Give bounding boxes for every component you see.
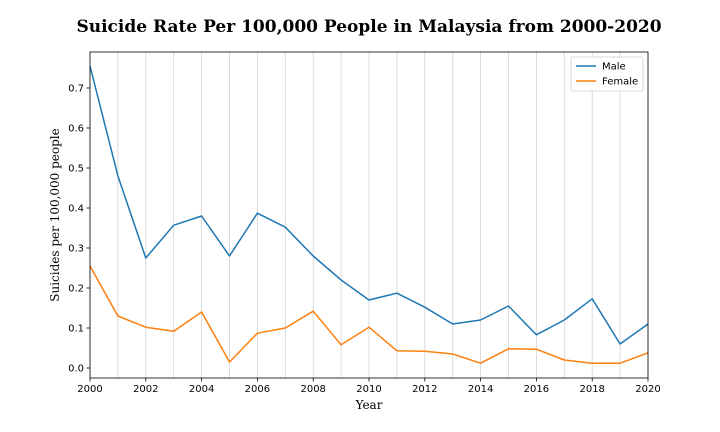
x-tick-label: 2006 <box>245 384 270 395</box>
y-axis: 0.0 0.1 0.2 0.3 0.4 0.5 0.6 0.7 <box>68 84 90 375</box>
y-tick-label: 0.6 <box>68 124 84 135</box>
x-axis: 2000 2002 2004 2006 2008 2010 2012 2014 2016 2018… <box>77 378 661 395</box>
x-tick-label: 2000 <box>77 384 102 395</box>
series-line-female <box>89 265 649 364</box>
series-line-male <box>89 65 649 345</box>
x-tick-label: 2014 <box>468 384 493 395</box>
chart-title: Suicide Rate Per 100,000 People in Malay… <box>76 17 661 37</box>
x-tick-label: 2010 <box>356 384 381 395</box>
y-tick-label: 0.7 <box>68 84 84 95</box>
x-tick-label: 2004 <box>189 384 214 395</box>
legend-label-male: Male <box>602 62 626 73</box>
x-tick-label: 2008 <box>300 384 325 395</box>
x-tick-label: 2002 <box>133 384 158 395</box>
x-tick-label: 2016 <box>524 384 549 395</box>
legend-label-female: Female <box>602 77 638 88</box>
y-axis-label: Suicides per 100,000 people <box>48 128 62 302</box>
grid-lines <box>89 52 649 378</box>
y-tick-label: 0.5 <box>68 164 84 175</box>
y-tick-label: 0.4 <box>68 204 84 215</box>
x-tick-label: 2018 <box>579 384 604 395</box>
y-tick-label: 0.3 <box>68 244 84 255</box>
y-tick-label: 0.0 <box>68 364 84 375</box>
y-tick-label: 0.2 <box>68 284 84 295</box>
x-axis-label: Year <box>355 398 383 412</box>
y-tick-label: 0.1 <box>68 324 84 335</box>
series-lines <box>89 65 649 364</box>
legend: Male Female <box>570 56 644 92</box>
x-tick-label: 2020 <box>635 384 660 395</box>
x-tick-label: 2012 <box>412 384 437 395</box>
